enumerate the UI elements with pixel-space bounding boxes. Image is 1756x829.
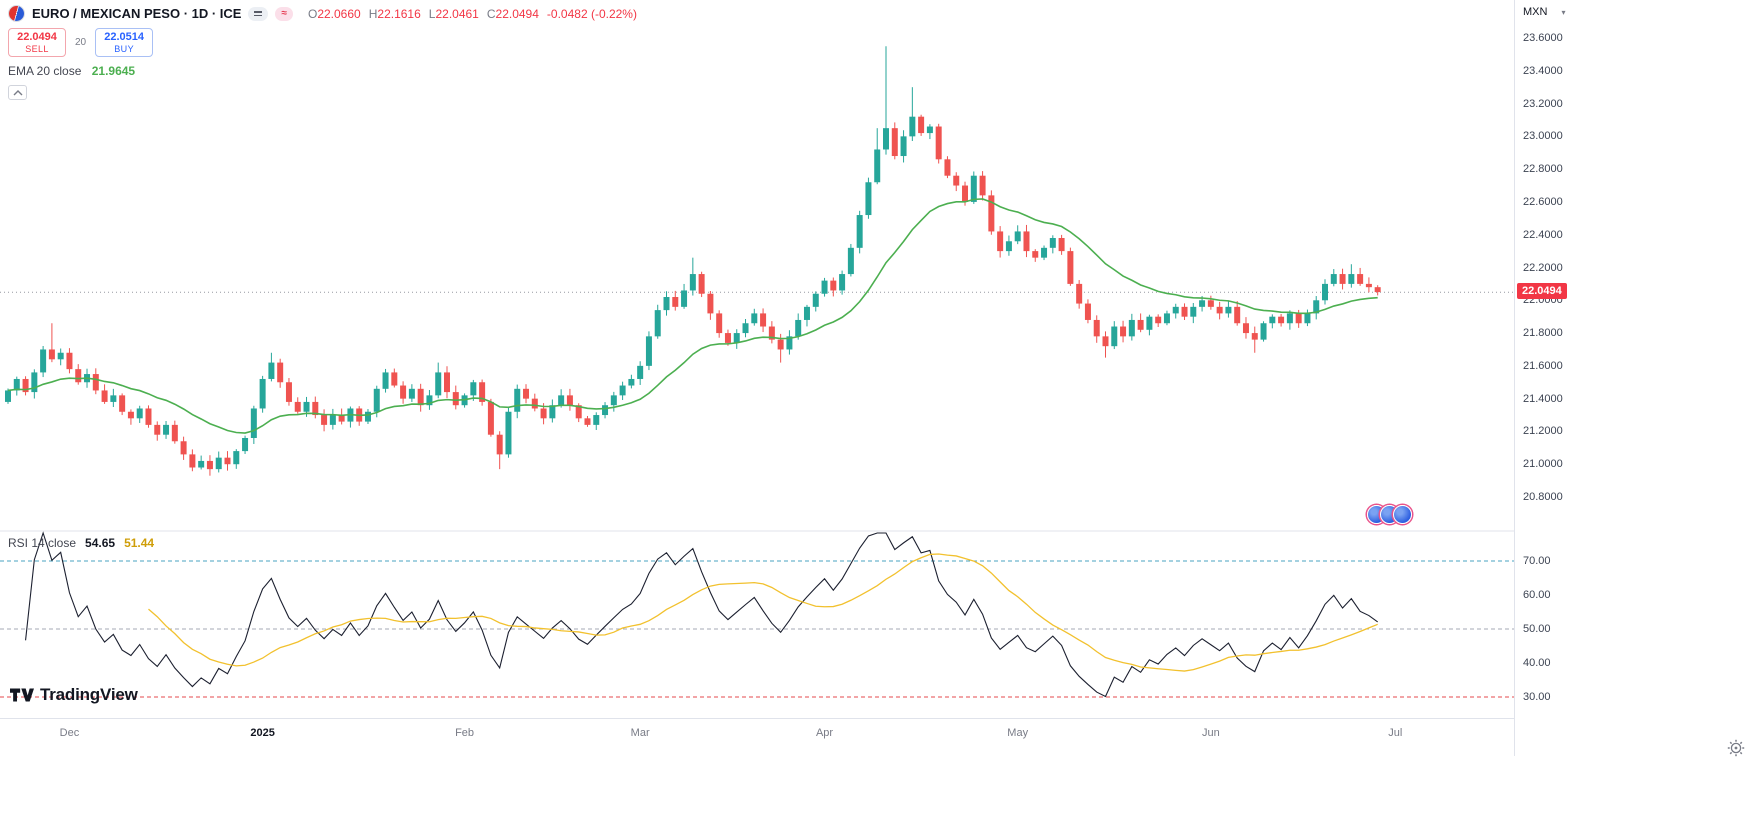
ema-indicator-legend[interactable]: EMA 20 close 21.9645 <box>8 64 135 78</box>
sell-price: 22.0494 <box>17 31 57 43</box>
symbol-legend: EURO / MEXICAN PESO · 1D · ICE ≈ O22.066… <box>8 5 637 22</box>
chevron-up-icon <box>13 89 22 95</box>
open-value: 22.0660 <box>317 6 361 21</box>
high-value: 22.1616 <box>377 6 421 21</box>
currency-label: MXN <box>1523 6 1548 18</box>
price-tick-label: 21.4000 <box>1523 392 1563 405</box>
rsi-tick-label: 60.00 <box>1523 589 1551 601</box>
bars-marker-pill-icon[interactable] <box>248 6 269 21</box>
chart-canvas[interactable] <box>0 0 1514 718</box>
exchange-logo-icon <box>8 5 25 22</box>
change-value: -0.0482 (-0.22%) <box>546 6 637 21</box>
time-axis-label: Jul <box>1388 727 1403 739</box>
tradingview-logo[interactable]: TradingView <box>10 685 138 705</box>
sell-label: SELL <box>25 43 49 54</box>
low-label: L <box>428 6 436 21</box>
axis-currency[interactable]: MXN ▾ <box>1523 6 1565 18</box>
rsi-tick-label: 40.00 <box>1523 657 1551 669</box>
price-tick-label: 22.8000 <box>1523 163 1563 176</box>
price-tick-label: 22.6000 <box>1523 195 1563 208</box>
settings-gear-button[interactable] <box>1726 739 1746 759</box>
time-axis[interactable]: Dec 2025 Feb Mar Apr May Jun Jul <box>0 718 1756 757</box>
close-label: C <box>486 6 496 21</box>
ema-value: 21.9645 <box>91 64 136 78</box>
sell-button[interactable]: 22.0494 SELL <box>8 28 66 57</box>
price-tick-label: 21.6000 <box>1523 359 1563 372</box>
rsi-label: RSI 14 close <box>8 536 77 550</box>
buy-sell-widget: 22.0494 SELL 20 22.0514 BUY <box>8 28 154 57</box>
buy-button[interactable]: 22.0514 BUY <box>95 28 154 57</box>
price-tick-label: 21.0000 <box>1523 458 1563 471</box>
ohlc-readout: O22.0660 H22.1616 L22.0461 C22.0494 -0.0… <box>308 7 637 21</box>
settings-gear-icon <box>1727 739 1745 757</box>
price-tick-label: 21.2000 <box>1523 425 1563 438</box>
tradingview-logo-icon <box>10 688 34 702</box>
time-axis-label: Jun <box>1201 727 1220 739</box>
open-label: O <box>307 6 318 21</box>
close-value: 22.0494 <box>495 6 539 21</box>
symbol-title[interactable]: EURO / MEXICAN PESO · 1D · ICE <box>32 6 242 21</box>
buy-label: BUY <box>114 43 134 54</box>
tradingview-logo-text: TradingView <box>40 685 138 704</box>
low-value: 22.0461 <box>435 6 479 21</box>
time-axis-label: Feb <box>455 727 475 739</box>
wave-marker-pill-icon[interactable]: ≈ <box>275 6 293 21</box>
time-axis-label: Mar <box>630 727 650 739</box>
time-axis-label: May <box>1007 727 1029 739</box>
time-axis-label: Apr <box>815 727 834 739</box>
price-tick-label: 22.4000 <box>1523 228 1563 241</box>
idea-bubble-icon[interactable] <box>1393 505 1412 524</box>
time-axis-label: Dec <box>59 727 80 739</box>
chevron-down-icon: ▾ <box>1561 7 1566 17</box>
price-tick-label: 23.0000 <box>1523 130 1563 143</box>
buy-price: 22.0514 <box>104 31 144 43</box>
rsi-indicator-legend[interactable]: RSI 14 close 54.65 51.44 <box>8 536 154 550</box>
collapse-legend-button[interactable] <box>8 85 27 100</box>
price-tick-label: 23.2000 <box>1523 97 1563 110</box>
rsi-tick-label: 70.00 <box>1523 555 1551 567</box>
ema-label: EMA 20 close <box>8 64 82 78</box>
last-price-badge: 22.0494 <box>1517 283 1567 300</box>
price-tick-label: 23.6000 <box>1523 32 1563 44</box>
rsi-value: 54.65 <box>85 536 116 550</box>
price-tick-label: 22.2000 <box>1523 261 1563 274</box>
price-tick-label: 20.8000 <box>1523 491 1563 503</box>
time-axis-label: 2025 <box>250 727 275 739</box>
high-label: H <box>368 6 378 21</box>
rsi-tick-label: 30.00 <box>1523 691 1551 703</box>
price-tick-label: 23.4000 <box>1523 64 1563 77</box>
rsi-tick-label: 50.00 <box>1523 623 1551 635</box>
rsi-signal-value: 51.44 <box>124 536 155 550</box>
price-axis[interactable]: MXN ▾ 23.6000 23.4000 23.2000 23.0000 22.800… <box>1514 0 1756 756</box>
price-tick-label: 21.8000 <box>1523 327 1563 340</box>
ideas-bubble-cluster[interactable] <box>1367 505 1412 524</box>
spread-value: 20 <box>75 37 87 48</box>
